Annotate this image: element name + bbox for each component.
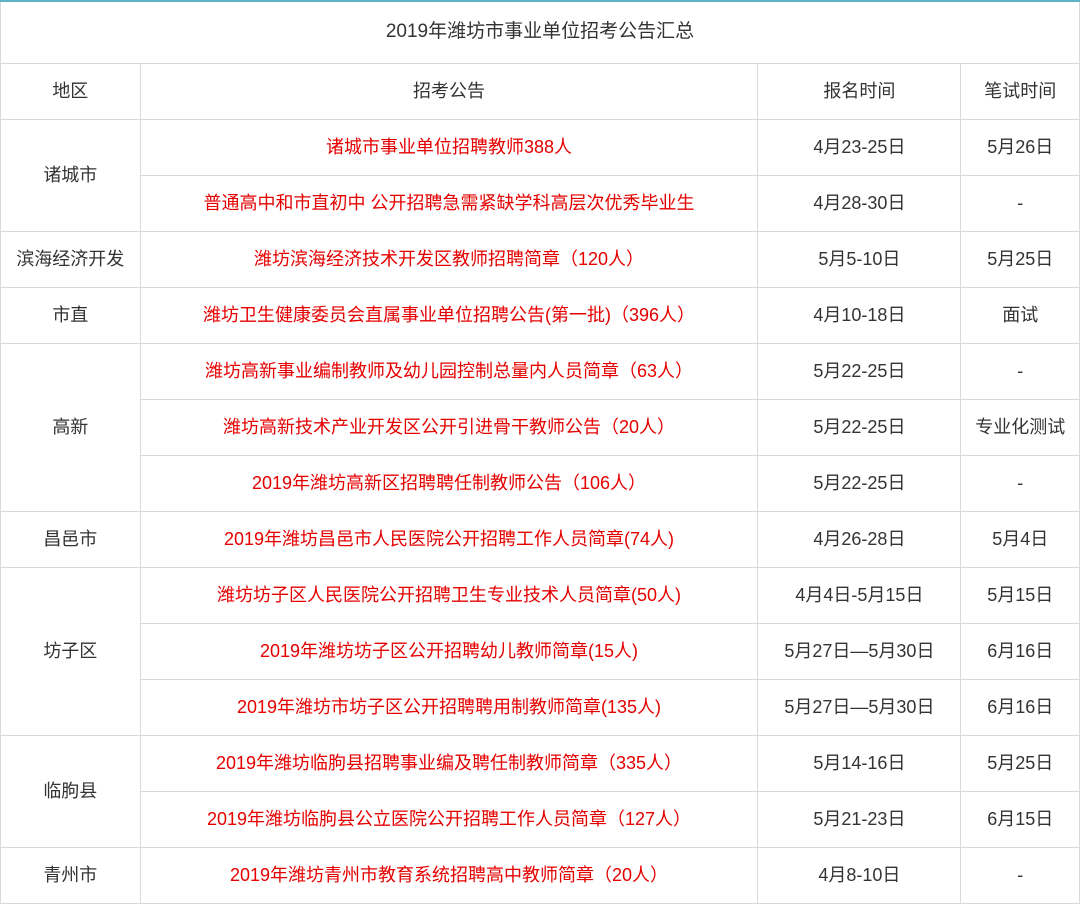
cell-reg-time: 5月27日—5月30日 [758, 679, 961, 735]
cell-exam-time: 5月26日 [961, 119, 1080, 175]
cell-notice-link[interactable]: 2019年潍坊青州市教育系统招聘高中教师简章（20人） [140, 847, 758, 903]
table-row: 2019年潍坊高新区招聘聘任制教师公告（106人）5月22-25日- [1, 455, 1080, 511]
cell-exam-time: 专业化测试 [961, 399, 1080, 455]
cell-notice-link[interactable]: 潍坊坊子区人民医院公开招聘卫生专业技术人员简章(50人) [140, 567, 758, 623]
table-row: 临朐县2019年潍坊临朐县招聘事业编及聘任制教师简章（335人）5月14-16日… [1, 735, 1080, 791]
cell-reg-time: 4月8-10日 [758, 847, 961, 903]
cell-exam-time: 面试 [961, 287, 1080, 343]
header-exam-time: 笔试时间 [961, 63, 1080, 119]
cell-reg-time: 5月21-23日 [758, 791, 961, 847]
cell-reg-time: 5月22-25日 [758, 343, 961, 399]
cell-region: 高新 [1, 343, 141, 511]
table-row: 潍坊高新技术产业开发区公开引进骨干教师公告（20人）5月22-25日专业化测试 [1, 399, 1080, 455]
cell-exam-time: - [961, 847, 1080, 903]
cell-exam-time: 5月4日 [961, 511, 1080, 567]
cell-reg-time: 5月14-16日 [758, 735, 961, 791]
cell-reg-time: 5月22-25日 [758, 399, 961, 455]
cell-exam-time: 6月16日 [961, 679, 1080, 735]
cell-region: 滨海经济开发 [1, 231, 141, 287]
table-row: 2019年潍坊坊子区公开招聘幼儿教师简章(15人)5月27日—5月30日6月16… [1, 623, 1080, 679]
table-header-row: 地区 招考公告 报名时间 笔试时间 [1, 63, 1080, 119]
table-row: 青州市2019年潍坊青州市教育系统招聘高中教师简章（20人）4月8-10日- [1, 847, 1080, 903]
cell-reg-time: 5月22-25日 [758, 455, 961, 511]
table-row: 市直潍坊卫生健康委员会直属事业单位招聘公告(第一批)（396人）4月10-18日… [1, 287, 1080, 343]
table-row: 普通高中和市直初中 公开招聘急需紧缺学科高层次优秀毕业生4月28-30日- [1, 175, 1080, 231]
cell-exam-time: 5月15日 [961, 567, 1080, 623]
cell-region: 市直 [1, 287, 141, 343]
table-row: 2019年潍坊临朐县公立医院公开招聘工作人员简章（127人）5月21-23日6月… [1, 791, 1080, 847]
cell-exam-time: 5月25日 [961, 735, 1080, 791]
cell-exam-time: - [961, 175, 1080, 231]
cell-notice-link[interactable]: 潍坊滨海经济技术开发区教师招聘简章（120人） [140, 231, 758, 287]
table-title-row: 2019年潍坊市事业单位招考公告汇总 [1, 2, 1080, 63]
cell-reg-time: 5月27日—5月30日 [758, 623, 961, 679]
header-region: 地区 [1, 63, 141, 119]
table-row: 昌邑市2019年潍坊昌邑市人民医院公开招聘工作人员简章(74人)4月26-28日… [1, 511, 1080, 567]
cell-exam-time: 6月16日 [961, 623, 1080, 679]
table-title: 2019年潍坊市事业单位招考公告汇总 [1, 2, 1080, 63]
cell-exam-time: - [961, 343, 1080, 399]
header-notice: 招考公告 [140, 63, 758, 119]
cell-reg-time: 4月4日-5月15日 [758, 567, 961, 623]
cell-region: 诸城市 [1, 119, 141, 231]
cell-notice-link[interactable]: 潍坊高新技术产业开发区公开引进骨干教师公告（20人） [140, 399, 758, 455]
cell-reg-time: 4月26-28日 [758, 511, 961, 567]
cell-notice-link[interactable]: 2019年潍坊临朐县公立医院公开招聘工作人员简章（127人） [140, 791, 758, 847]
table-container: 2019年潍坊市事业单位招考公告汇总 地区 招考公告 报名时间 笔试时间 诸城市… [0, 0, 1080, 904]
cell-reg-time: 4月23-25日 [758, 119, 961, 175]
cell-region: 临朐县 [1, 735, 141, 847]
table-row: 诸城市诸城市事业单位招聘教师388人4月23-25日5月26日 [1, 119, 1080, 175]
header-reg-time: 报名时间 [758, 63, 961, 119]
cell-notice-link[interactable]: 潍坊卫生健康委员会直属事业单位招聘公告(第一批)（396人） [140, 287, 758, 343]
cell-notice-link[interactable]: 普通高中和市直初中 公开招聘急需紧缺学科高层次优秀毕业生 [140, 175, 758, 231]
cell-notice-link[interactable]: 2019年潍坊高新区招聘聘任制教师公告（106人） [140, 455, 758, 511]
table-row: 坊子区潍坊坊子区人民医院公开招聘卫生专业技术人员简章(50人)4月4日-5月15… [1, 567, 1080, 623]
cell-reg-time: 4月28-30日 [758, 175, 961, 231]
cell-notice-link[interactable]: 2019年潍坊昌邑市人民医院公开招聘工作人员简章(74人) [140, 511, 758, 567]
cell-exam-time: 6月15日 [961, 791, 1080, 847]
recruitment-table: 2019年潍坊市事业单位招考公告汇总 地区 招考公告 报名时间 笔试时间 诸城市… [0, 2, 1080, 904]
table-row: 滨海经济开发潍坊滨海经济技术开发区教师招聘简章（120人）5月5-10日5月25… [1, 231, 1080, 287]
table-row: 高新潍坊高新事业编制教师及幼儿园控制总量内人员简章（63人）5月22-25日- [1, 343, 1080, 399]
cell-region: 青州市 [1, 847, 141, 903]
cell-region: 昌邑市 [1, 511, 141, 567]
cell-notice-link[interactable]: 2019年潍坊临朐县招聘事业编及聘任制教师简章（335人） [140, 735, 758, 791]
cell-reg-time: 4月10-18日 [758, 287, 961, 343]
cell-notice-link[interactable]: 诸城市事业单位招聘教师388人 [140, 119, 758, 175]
cell-notice-link[interactable]: 2019年潍坊市坊子区公开招聘聘用制教师简章(135人) [140, 679, 758, 735]
cell-region: 坊子区 [1, 567, 141, 735]
cell-notice-link[interactable]: 2019年潍坊坊子区公开招聘幼儿教师简章(15人) [140, 623, 758, 679]
table-row: 2019年潍坊市坊子区公开招聘聘用制教师简章(135人)5月27日—5月30日6… [1, 679, 1080, 735]
cell-notice-link[interactable]: 潍坊高新事业编制教师及幼儿园控制总量内人员简章（63人） [140, 343, 758, 399]
cell-exam-time: - [961, 455, 1080, 511]
cell-exam-time: 5月25日 [961, 231, 1080, 287]
cell-reg-time: 5月5-10日 [758, 231, 961, 287]
